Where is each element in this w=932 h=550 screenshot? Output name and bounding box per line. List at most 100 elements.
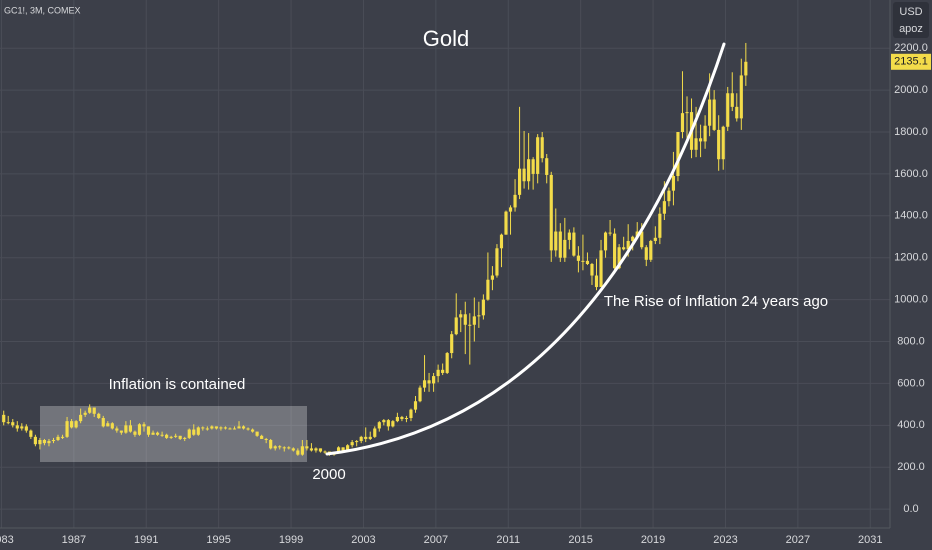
currency: USD — [899, 6, 922, 18]
candle-body — [70, 421, 74, 428]
candle-body — [282, 447, 286, 449]
x-tick-label: 2031 — [858, 534, 882, 546]
candle-body — [382, 420, 386, 423]
candle-body — [192, 429, 196, 435]
candle-body — [499, 234, 504, 249]
candle-body — [590, 264, 594, 276]
candle-body — [721, 126, 725, 160]
candle-body — [101, 418, 105, 427]
candle-body — [346, 445, 350, 451]
candle-body — [671, 176, 676, 191]
y-tick-label: 1000.0 — [894, 294, 928, 306]
candle-body — [653, 237, 657, 241]
candle-body — [644, 247, 648, 260]
candle-body — [205, 428, 209, 430]
candle-body — [626, 240, 630, 250]
candle-body — [708, 99, 712, 126]
x-tick-label: 2023 — [713, 534, 737, 546]
candle-body — [395, 416, 399, 422]
candle-body — [603, 232, 608, 251]
candle-body — [450, 334, 454, 354]
candle-body — [232, 428, 237, 430]
candle-body — [739, 75, 743, 119]
candle-body — [454, 317, 458, 335]
x-tick-label: 2027 — [786, 534, 810, 546]
candle-body — [174, 435, 178, 437]
x-tick-label: 1991 — [134, 534, 158, 546]
candle-body — [468, 324, 472, 326]
y-tick-label: 0.0 — [903, 503, 918, 515]
candle-body — [42, 440, 47, 444]
candle-body — [576, 255, 580, 261]
candle-body — [11, 422, 15, 426]
candle-body — [223, 427, 228, 429]
candle-body — [413, 401, 418, 410]
candle-body — [273, 446, 277, 449]
candle-body — [567, 232, 571, 240]
candle-body — [133, 431, 137, 435]
candle-body — [341, 447, 345, 451]
candle-body — [545, 158, 549, 175]
candle-body — [486, 279, 490, 300]
candle-body — [350, 442, 354, 446]
candle-body — [386, 420, 390, 427]
candle-body — [735, 106, 739, 119]
candle-body — [585, 260, 590, 264]
candle-body — [74, 421, 78, 428]
last-price-label: 2135.1 — [894, 56, 928, 68]
candle-body — [391, 421, 395, 427]
candle-body — [359, 436, 363, 442]
candle-body — [255, 431, 259, 436]
x-tick-label: 1999 — [279, 534, 303, 546]
candle-body — [459, 314, 463, 318]
candle-body — [355, 441, 359, 443]
candle-body — [146, 426, 151, 435]
candle-body — [201, 427, 205, 429]
candle-body — [47, 441, 51, 444]
candle-body — [314, 448, 318, 451]
candle-body — [364, 436, 368, 439]
candle-body — [549, 174, 553, 251]
candle-body — [554, 231, 558, 251]
candle-body — [318, 448, 323, 452]
candle-body — [676, 132, 680, 176]
candle-body — [531, 159, 535, 174]
candle-body — [418, 387, 422, 402]
candle-body — [241, 426, 246, 429]
candle-body — [622, 247, 626, 250]
candle-body — [658, 213, 662, 238]
candle-body — [323, 451, 327, 453]
candle-body — [137, 424, 142, 435]
candle-body — [151, 432, 155, 435]
candle-body — [662, 201, 666, 214]
candle-body — [563, 239, 567, 258]
candle-body — [291, 448, 295, 451]
candle-body — [20, 426, 24, 429]
candle-body — [56, 436, 60, 440]
candle-body — [83, 412, 87, 415]
candle-body — [187, 429, 191, 438]
candle-body — [210, 426, 214, 429]
candle-body — [88, 407, 92, 413]
candle-body — [635, 231, 639, 237]
candle-body — [495, 248, 499, 276]
candle-body — [142, 424, 146, 427]
y-tick-label: 600.0 — [897, 377, 925, 389]
y-tick-label: 1800.0 — [894, 126, 928, 138]
candle-body — [422, 380, 427, 388]
symbol-label: GC1!, 3M, COMEX — [4, 5, 81, 15]
candle-body — [110, 423, 114, 429]
candle-body — [183, 437, 187, 439]
candle-body — [15, 425, 19, 429]
candle-body — [155, 432, 160, 435]
x-tick-label: 2007 — [424, 534, 448, 546]
candle-body — [730, 93, 734, 107]
annotation: The Rise of Inflation 24 years ago — [604, 293, 828, 310]
candle-body — [178, 435, 182, 439]
candle-body — [504, 211, 508, 235]
candle-body — [481, 299, 485, 316]
candle-body — [640, 231, 644, 248]
price-axis — [890, 0, 932, 550]
x-tick-label: 1983 — [0, 534, 14, 546]
candle-body — [472, 316, 476, 325]
